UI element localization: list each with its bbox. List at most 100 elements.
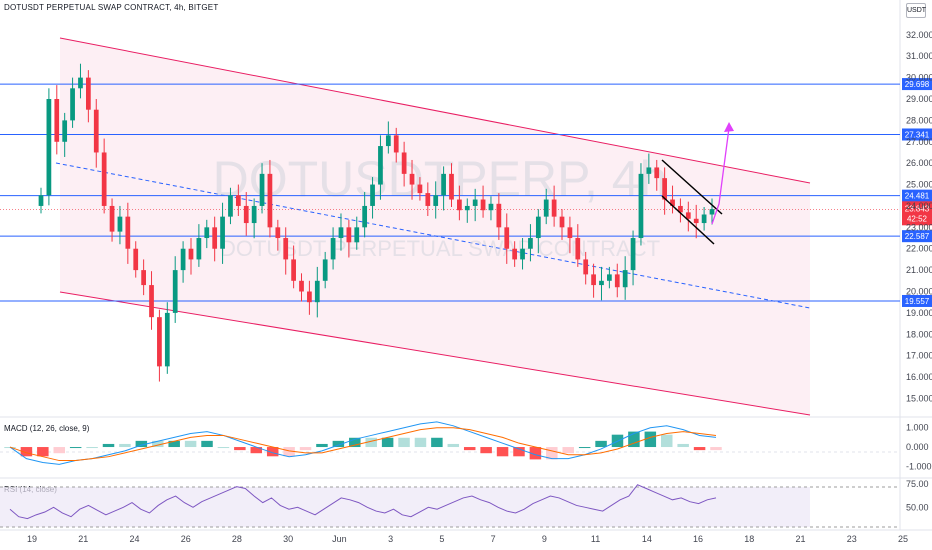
macd-histogram-bar: [152, 440, 164, 448]
candle-body: [504, 227, 510, 249]
macd-signal-line: [9, 427, 717, 462]
price-tick-label: 21.000: [906, 265, 932, 275]
macd-histogram-bar: [86, 447, 98, 449]
candle-body: [85, 77, 91, 110]
channel-midline: [55, 162, 811, 309]
candle-body: [622, 270, 628, 288]
macd-histogram-bar: [20, 447, 33, 457]
candle-body: [354, 227, 360, 243]
macd-label[interactable]: MACD (12, 26, close, 9): [4, 424, 90, 433]
candle-body: [378, 146, 383, 185]
candle-body: [188, 248, 194, 260]
candle-body: [283, 238, 289, 260]
macd-histogram-bar: [250, 447, 263, 454]
macd-histogram-bar: [529, 447, 542, 460]
symbol-title[interactable]: DOTUSDT PERPETUAL SWAP CONTRACT, 4h, BIT…: [4, 3, 219, 12]
candle-body: [172, 270, 178, 313]
candle-body: [164, 312, 170, 367]
time-tick-label: 9: [542, 534, 547, 544]
candle-body: [433, 195, 439, 206]
candle-body: [235, 195, 241, 206]
candle-body: [512, 248, 518, 260]
level-price-tag: [902, 78, 932, 91]
candle-body: [101, 152, 107, 206]
candle-body: [70, 88, 75, 121]
macd-histogram-bar: [710, 447, 722, 451]
price-tick-label: 32.000: [906, 30, 932, 40]
candle-body: [670, 199, 675, 206]
macd-histogram-bar: [102, 443, 115, 448]
candle-body: [46, 99, 52, 196]
candle-body: [685, 212, 691, 219]
macd-histogram-bar: [480, 447, 492, 454]
candle-body: [543, 199, 549, 217]
wedge-lower-line: [661, 195, 715, 245]
candle-body: [654, 167, 660, 179]
macd-histogram-bar: [496, 447, 509, 457]
macd-histogram-bar: [332, 440, 345, 448]
candle-body: [496, 203, 502, 228]
projection-arrow: [711, 127, 730, 225]
candle-body: [157, 317, 162, 367]
level-price-label: 22.587: [905, 232, 930, 241]
macd-histogram-bar: [414, 437, 427, 448]
current-price-tag: [902, 201, 932, 226]
time-tick-label: 11: [591, 534, 600, 544]
candle-body: [251, 205, 257, 224]
level-price-label: 19.557: [905, 297, 930, 306]
candle-body: [362, 205, 368, 228]
candle-body: [259, 173, 265, 206]
currency-unit-button[interactable]: USDT: [906, 3, 926, 18]
time-tick-label: 3: [388, 534, 393, 544]
candle-body: [117, 216, 123, 232]
macd-histogram-bar: [283, 447, 295, 457]
macd-histogram-bar: [513, 447, 525, 457]
macd-histogram-bar: [644, 431, 657, 448]
price-tick-label: 27.000: [906, 137, 932, 147]
price-tick-label: 17.000: [906, 351, 932, 361]
candle-body: [551, 199, 557, 217]
time-tick-label: 5: [439, 534, 444, 544]
candle-body: [133, 248, 139, 271]
time-tick-label: 19: [27, 534, 37, 544]
macd-tick-label: 1.000: [906, 423, 929, 433]
candle-body: [646, 167, 652, 174]
price-tick-label: 26.000: [906, 158, 932, 168]
macd-histogram-bar: [578, 447, 591, 449]
candle-body: [528, 238, 533, 249]
price-tick-label: 16.000: [906, 372, 932, 382]
candle-body: [93, 109, 99, 153]
candle-body: [567, 227, 573, 239]
candle-body: [149, 285, 154, 318]
watermark-ticker: DOTUSDTPERP, 4h: [213, 151, 668, 207]
candle-body: [583, 259, 589, 275]
price-tick-label: 18.000: [906, 329, 932, 339]
channel-lower-line: [59, 291, 811, 416]
candle-body: [417, 184, 423, 194]
time-tick-label: 16: [693, 534, 703, 544]
price-tick-label: 20.000: [906, 287, 932, 297]
time-tick-label: 26: [181, 534, 191, 544]
macd-histogram-bar: [349, 437, 361, 448]
macd-histogram-bar: [201, 440, 213, 448]
candle-body: [346, 227, 352, 243]
price-tick-label: 19.000: [906, 308, 932, 318]
candle-body: [54, 99, 60, 142]
candle-body: [607, 274, 612, 281]
candle-body: [385, 135, 391, 147]
candle-body: [472, 199, 478, 206]
rsi-tick-label: 75.00: [906, 479, 929, 489]
macd-histogram-bar: [37, 447, 49, 457]
macd-tick-label: 0.000: [906, 442, 929, 452]
candle-body: [630, 238, 636, 271]
candle-body: [228, 195, 233, 217]
candle-body: [464, 205, 470, 211]
macd-histogram-bar: [234, 447, 246, 451]
macd-histogram-bar: [381, 437, 394, 448]
macd-line: [9, 421, 717, 465]
time-tick-label: 25: [898, 534, 908, 544]
candle-body: [338, 227, 344, 239]
candle-body: [449, 173, 454, 200]
macd-histogram-bar: [431, 437, 443, 448]
